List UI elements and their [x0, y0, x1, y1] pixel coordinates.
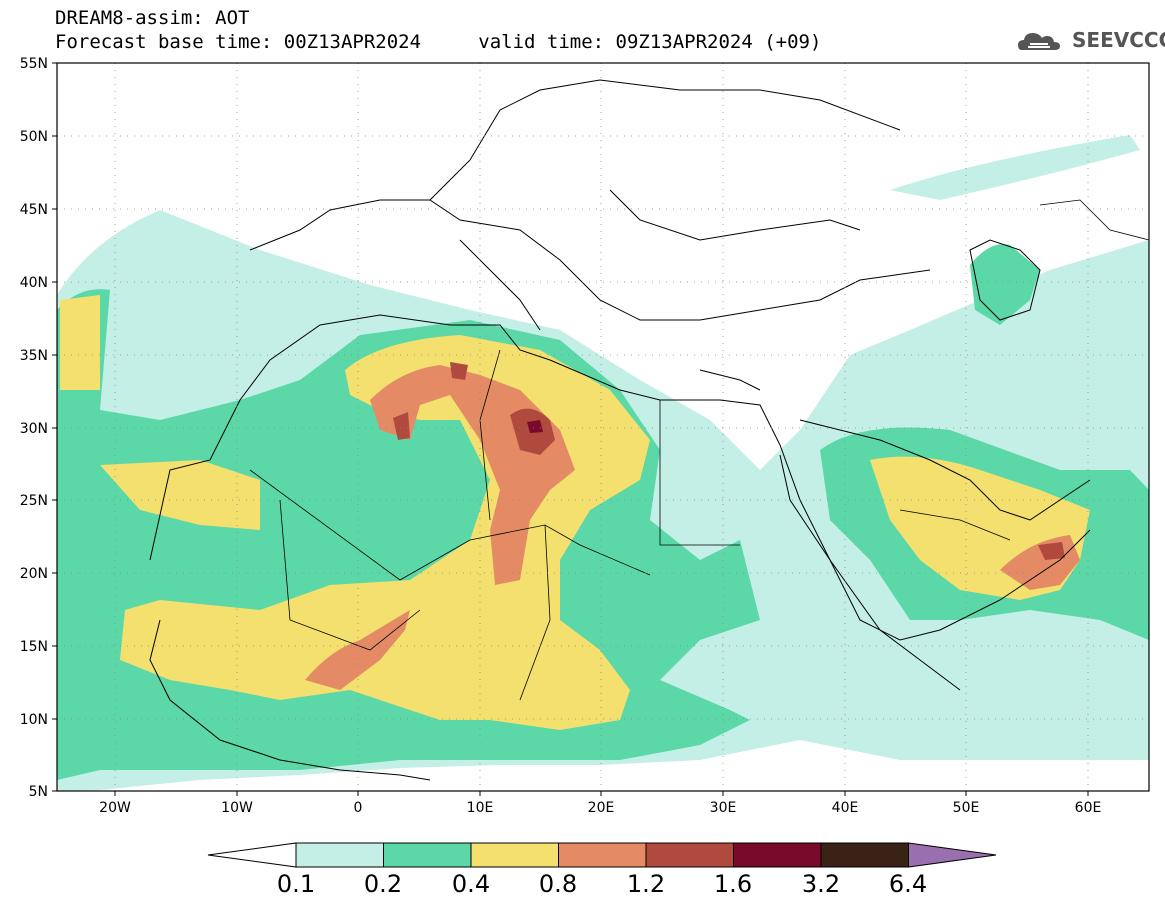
colorbar-label: 1.2 — [626, 870, 666, 898]
lat-label: 45N — [20, 202, 48, 218]
lat-label: 50N — [20, 129, 48, 145]
colorbar-segment — [295, 842, 384, 868]
aot-0.8-region-sahel — [305, 610, 410, 690]
forecast-base-time: Forecast base time: 00Z13APR2024 — [55, 31, 422, 53]
colorbar-arrow-low — [207, 842, 297, 868]
lat-label: 25N — [20, 493, 48, 509]
colorbar-label: 0.1 — [276, 870, 316, 898]
lat-label: 55N — [20, 56, 48, 72]
aot-0.2-region-caspian — [970, 244, 1040, 325]
cloud-icon — [1018, 33, 1060, 50]
lon-label: 40E — [832, 800, 859, 816]
aot-0.1-region-caspian — [890, 135, 1140, 200]
colorbar-segment — [820, 842, 909, 868]
colorbar-segment — [645, 842, 734, 868]
aot-1.2-region-oman — [1038, 542, 1065, 560]
aot-field — [57, 63, 1149, 791]
lon-label: 0 — [354, 800, 363, 816]
colorbar — [207, 842, 997, 868]
colorbar-label: 3.2 — [801, 870, 841, 898]
colorbar-label: 0.8 — [538, 870, 578, 898]
lat-label: 5N — [29, 784, 48, 800]
lat-label: 40N — [20, 275, 48, 291]
lon-label: 30E — [710, 800, 737, 816]
aot-1.2-region-algeria — [393, 412, 410, 440]
axis-ticks — [52, 62, 1089, 796]
longitude-labels: 20W 10W 0 10E 20E 30E 40E 50E 60E — [99, 800, 1101, 816]
lat-label: 30N — [20, 421, 48, 437]
map-frame — [56, 62, 1150, 792]
colorbar-segment — [383, 842, 472, 868]
colorbar-arrow-high — [908, 842, 997, 868]
latitude-labels: 55N 50N 45N 40N 35N 30N 25N 20N 15N 10N … — [20, 56, 48, 800]
time-info: Forecast base time: 00Z13APR2024 valid t… — [55, 32, 821, 52]
seevccc-logo: SEEVCCC — [1072, 28, 1165, 52]
lat-label: 15N — [20, 639, 48, 655]
aot-0.4-region-west — [60, 295, 100, 390]
colorbar-label: 0.4 — [451, 870, 491, 898]
lon-label: 50E — [953, 800, 980, 816]
colorbar-segment — [558, 842, 647, 868]
country-borders — [249, 199, 1149, 701]
colorbar-segment — [470, 842, 559, 868]
lon-label: 60E — [1075, 800, 1102, 816]
lon-label: 20W — [99, 800, 131, 816]
colorbar-label: 1.6 — [713, 870, 753, 898]
product-title: DREAM8-assim: AOT — [55, 7, 250, 29]
lon-label: 10W — [221, 800, 253, 816]
colorbar-label: 6.4 — [888, 870, 928, 898]
aot-1.2-region-tunisia — [450, 362, 468, 380]
lon-label: 10E — [467, 800, 494, 816]
colorbar-label: 0.2 — [363, 870, 403, 898]
colorbar-segment — [733, 842, 822, 868]
aot-1.6-region-libya — [527, 420, 543, 433]
lat-label: 10N — [20, 712, 48, 728]
valid-time: valid time: 09Z13APR2024 (+09) — [478, 31, 822, 53]
lat-label: 20N — [20, 566, 48, 582]
coastlines — [149, 79, 1091, 781]
lon-label: 20E — [588, 800, 615, 816]
lat-label: 35N — [20, 348, 48, 364]
gridlines — [57, 63, 1149, 791]
aot-0.4-region-sahara-west — [100, 460, 260, 530]
